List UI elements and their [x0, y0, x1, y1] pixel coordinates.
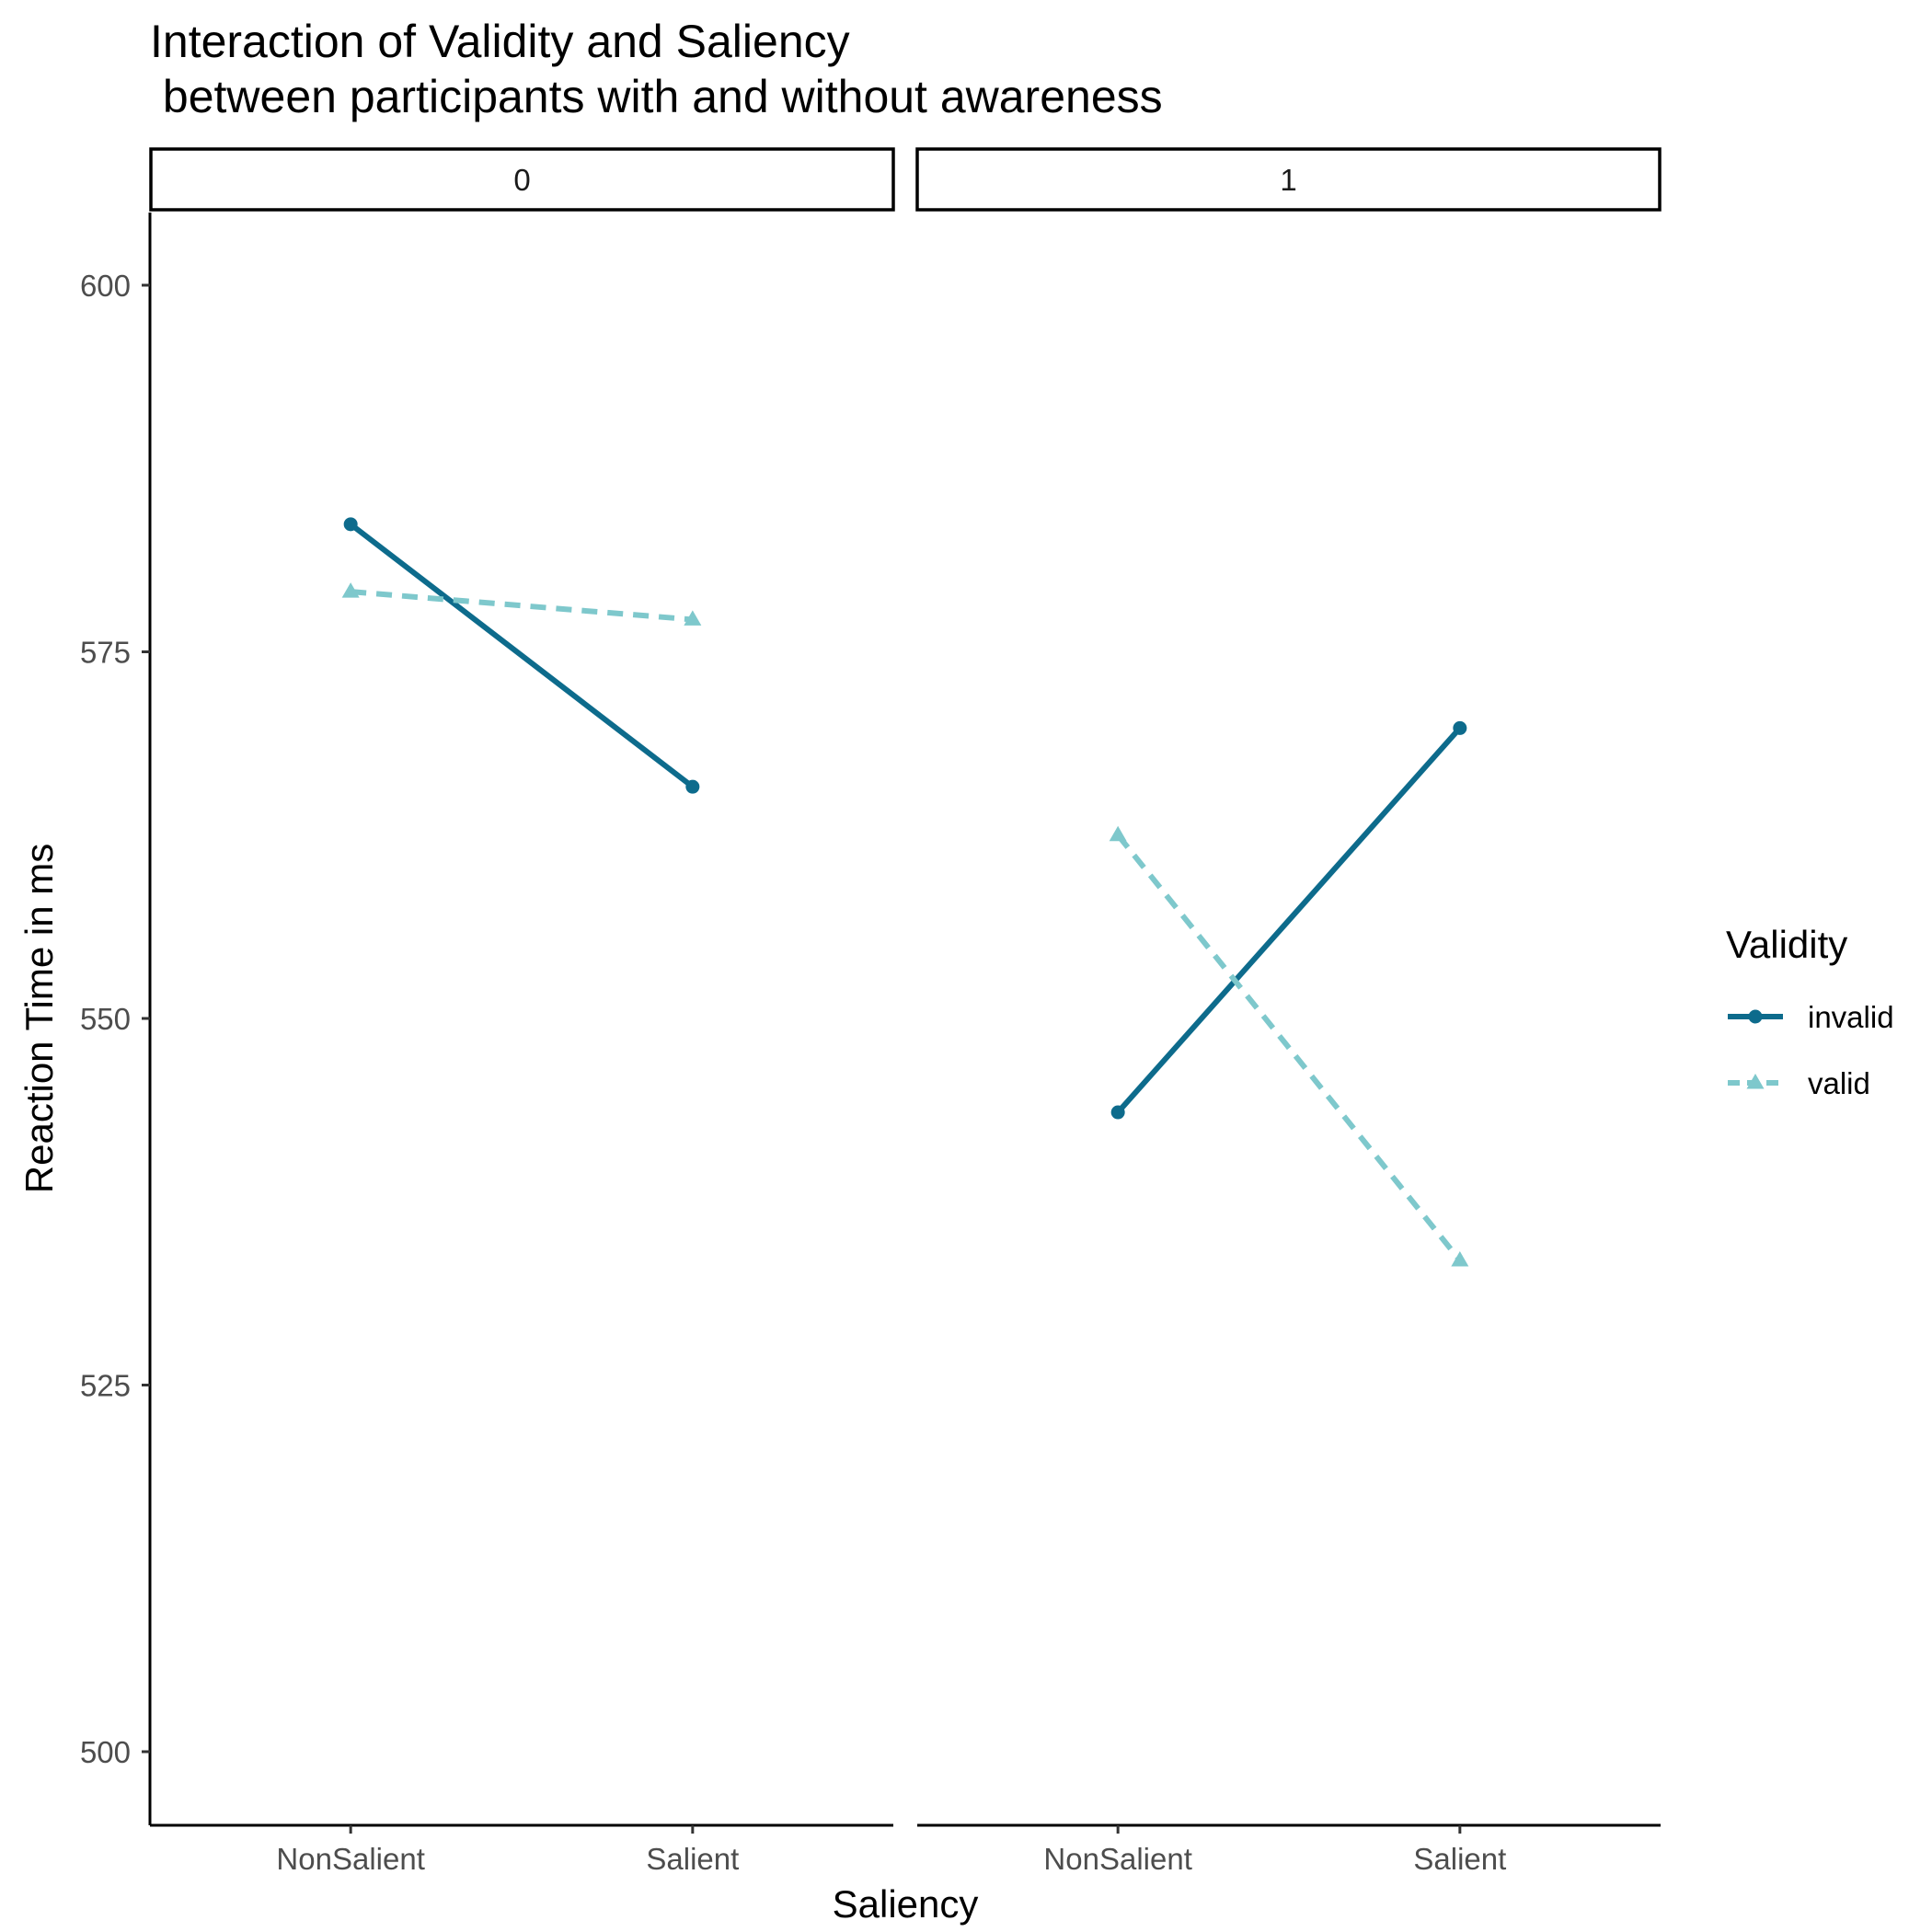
chart-title-line-1: Interaction of Validity and Saliency [150, 16, 850, 67]
point-invalid [1110, 1105, 1125, 1120]
facet-strip-label-1: 1 [1280, 163, 1296, 197]
legend-key-point-invalid [1748, 1009, 1763, 1024]
series-line-invalid-panel-0 [349, 522, 695, 789]
facet-strip-0: 0 [149, 147, 895, 212]
x-axis-ticks: NonSalient Salient NonSalient Salient [276, 1825, 1506, 1876]
x-tick-label: NonSalient [1043, 1842, 1191, 1876]
series-line-valid-panel-0 [350, 589, 694, 623]
legend-label-invalid: invalid [1808, 1000, 1894, 1034]
point-valid [684, 610, 702, 626]
facet-strip-1: 1 [915, 147, 1662, 212]
series-layer [341, 517, 1469, 1267]
legend: Validity invalid valid [1726, 923, 1894, 1100]
point-valid [1451, 1251, 1469, 1267]
legend-label-valid: valid [1808, 1066, 1870, 1100]
point-invalid [685, 779, 700, 794]
y-tick-label: 550 [80, 1002, 131, 1036]
point-invalid [1453, 720, 1467, 735]
y-axis-ticks: 500 525 550 575 600 [80, 269, 150, 1769]
x-tick-label: NonSalient [276, 1842, 424, 1876]
y-tick-label: 525 [80, 1369, 131, 1403]
chart-title-line-2: between participants with and without aw… [150, 71, 1163, 122]
legend-title: Validity [1726, 923, 1847, 966]
facet-strip-label-0: 0 [513, 163, 530, 197]
x-tick-label: Salient [1413, 1842, 1506, 1876]
point-valid [341, 582, 360, 598]
chart-title: Interaction of Validity and Saliency bet… [150, 16, 1163, 122]
series-line-valid-panel-1 [1115, 833, 1463, 1262]
legend-keys: invalid valid [1728, 1000, 1894, 1100]
y-axis-title: Reaction Time in ms [17, 844, 61, 1193]
y-tick-label: 500 [80, 1735, 131, 1769]
series-line-invalid-panel-1 [1115, 726, 1463, 1115]
y-tick-label: 600 [80, 269, 131, 303]
x-axis-title: Saliency [833, 1882, 979, 1926]
x-tick-label: Salient [646, 1842, 739, 1876]
point-valid [1109, 825, 1127, 842]
point-invalid [343, 517, 358, 532]
legend-key-point-valid [1746, 1074, 1765, 1089]
y-tick-label: 575 [80, 636, 131, 670]
